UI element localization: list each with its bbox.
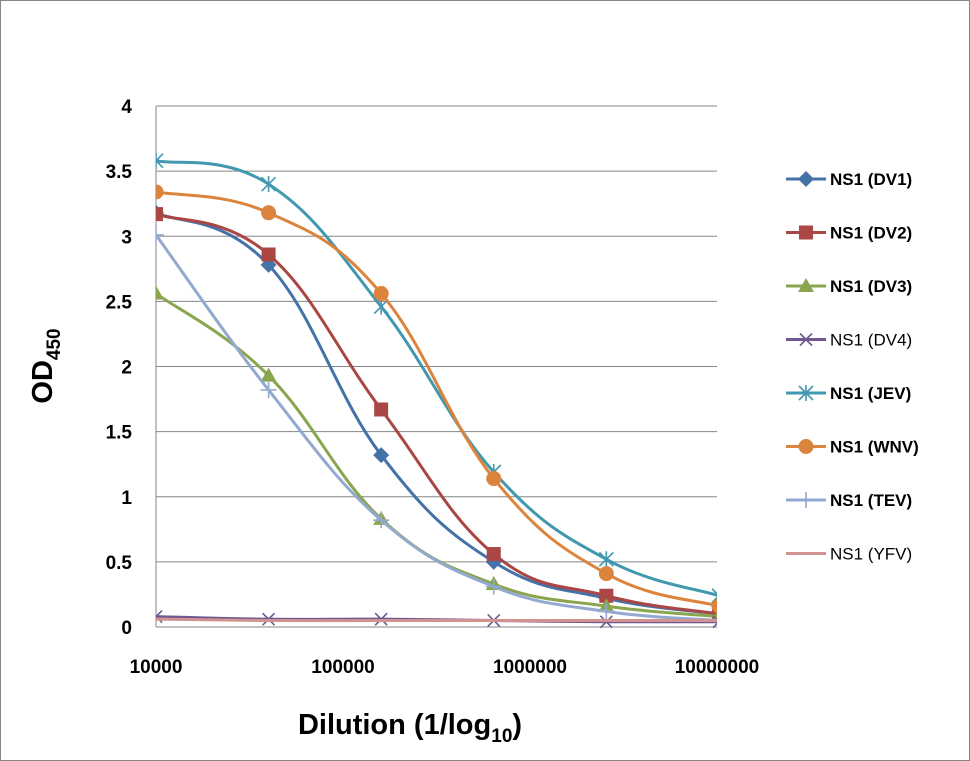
data-point bbox=[599, 588, 614, 603]
y-tick-label: 1 bbox=[121, 488, 132, 509]
legend-marker bbox=[798, 492, 814, 508]
legend-entry: NS1 (DV4) bbox=[786, 331, 912, 350]
y-tick-label: 1.5 bbox=[106, 423, 133, 444]
legend-marker bbox=[798, 385, 814, 401]
x-tick-label: 10000 bbox=[130, 657, 183, 678]
y-axis-title: OD450 bbox=[27, 328, 65, 403]
legend-label: NS1 (DV2) bbox=[830, 224, 912, 243]
y-tick-label: 0.5 bbox=[106, 553, 133, 574]
data-point bbox=[373, 512, 390, 529]
series-ns1-jev- bbox=[156, 152, 717, 604]
data-point bbox=[261, 205, 277, 221]
data-point bbox=[373, 447, 390, 464]
x-tick-label: 100000 bbox=[311, 657, 374, 678]
y-tick-label: 2 bbox=[121, 358, 132, 379]
data-point bbox=[374, 402, 389, 417]
series-line bbox=[156, 159, 717, 597]
y-tick-label: 0 bbox=[121, 618, 132, 639]
legend-entry: NS1 (YFV) bbox=[786, 545, 912, 564]
series-ns1-dv2- bbox=[156, 207, 717, 621]
legend-label: NS1 (DV4) bbox=[830, 331, 912, 350]
x-tick-label: 1000000 bbox=[493, 657, 567, 678]
x-tick-label: 10000000 bbox=[675, 657, 760, 678]
data-point bbox=[373, 286, 389, 302]
data-point bbox=[260, 367, 277, 382]
legend-label: NS1 (WNV) bbox=[830, 438, 919, 457]
y-tick-label: 3.5 bbox=[106, 162, 133, 183]
y-tick-label: 3 bbox=[121, 227, 132, 248]
data-point bbox=[486, 471, 502, 487]
series-line bbox=[156, 212, 717, 616]
legend-entry: NS1 (WNV) bbox=[786, 438, 919, 457]
legend-marker bbox=[799, 225, 813, 240]
data-point bbox=[261, 247, 276, 262]
data-point bbox=[156, 184, 164, 200]
series-ns1-dv3- bbox=[156, 285, 717, 623]
legend-entry: NS1 (DV1) bbox=[786, 170, 912, 189]
x-axis-title: Dilution (1/log10) bbox=[298, 709, 522, 747]
legend-marker bbox=[798, 439, 814, 454]
series-line bbox=[156, 190, 717, 608]
data-point bbox=[156, 285, 164, 300]
series-ns1-tev- bbox=[156, 226, 717, 622]
legend-marker bbox=[798, 171, 814, 187]
series-ns1-wnv- bbox=[156, 184, 717, 614]
legend-label: NS1 (JEV) bbox=[830, 384, 911, 403]
data-point bbox=[598, 551, 614, 568]
data-point bbox=[156, 226, 164, 243]
legend-label: NS1 (DV1) bbox=[830, 170, 912, 189]
data-point bbox=[260, 381, 277, 398]
series-line bbox=[156, 211, 717, 616]
legend-marker bbox=[798, 278, 814, 292]
data-point bbox=[486, 547, 501, 562]
y-tick-label: 4 bbox=[121, 97, 132, 118]
series-line bbox=[156, 234, 717, 622]
legend-marker bbox=[799, 332, 813, 347]
series-line bbox=[156, 617, 717, 623]
data-point bbox=[485, 578, 502, 595]
legend-entry: NS1 (TEV) bbox=[786, 491, 912, 510]
y-tick-label: 2.5 bbox=[106, 292, 133, 313]
data-point bbox=[712, 615, 717, 629]
legend-label: NS1 (TEV) bbox=[830, 491, 912, 510]
data-point bbox=[598, 603, 615, 620]
data-point bbox=[711, 598, 717, 614]
series-line bbox=[156, 292, 717, 618]
legend-label: NS1 (YFV) bbox=[830, 545, 912, 564]
data-point bbox=[711, 606, 717, 621]
legend-entry: NS1 (DV2) bbox=[786, 224, 912, 243]
data-point bbox=[373, 298, 389, 315]
data-point bbox=[598, 566, 614, 582]
data-point bbox=[261, 176, 277, 193]
series-ns1-yfv- bbox=[156, 617, 717, 623]
data-point bbox=[156, 152, 164, 169]
legend-entry: NS1 (DV3) bbox=[786, 277, 912, 296]
legend-entry: NS1 (JEV) bbox=[786, 384, 911, 403]
legend-label: NS1 (DV3) bbox=[830, 277, 912, 296]
data-point bbox=[156, 207, 163, 222]
